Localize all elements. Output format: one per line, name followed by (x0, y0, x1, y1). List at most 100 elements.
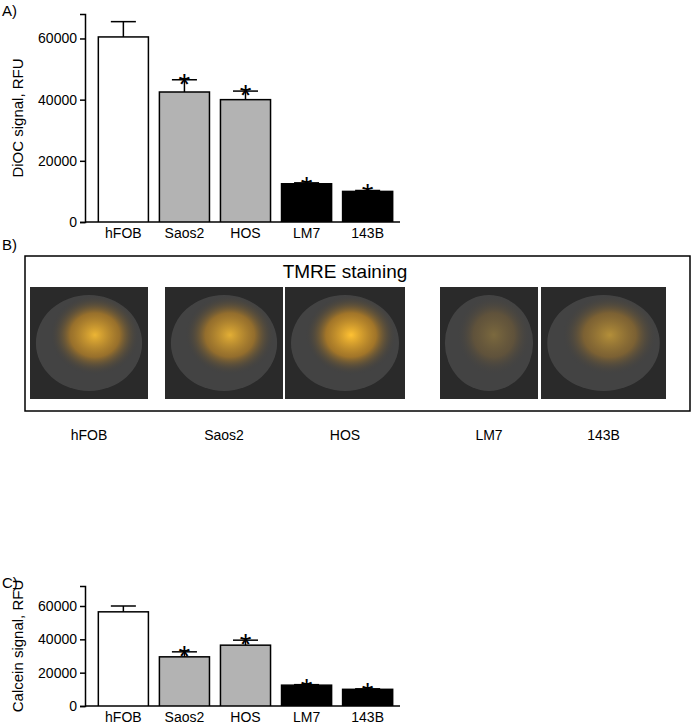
error-bar (111, 22, 136, 37)
tick-mark (80, 222, 85, 224)
tick: hFOB (105, 709, 142, 725)
tick: LM7 (293, 709, 320, 725)
tick-label: hFOB (105, 225, 142, 241)
tick-mark (80, 706, 85, 708)
significance-marker: * (362, 177, 374, 210)
cell-body (36, 295, 142, 391)
tick-label: Saos2 (165, 225, 205, 241)
tick-label: LM7 (293, 225, 320, 241)
significance-marker: * (179, 67, 191, 100)
figure: A) 0 20000 40000 60000 hFOB Saos2 HOS LM7 143B DiO… (0, 0, 693, 728)
tick-mark (80, 161, 85, 163)
error-bar (111, 606, 136, 612)
tick-label: 60000 (38, 598, 77, 614)
mitochondria-signal (50, 295, 140, 375)
image-background (440, 287, 538, 399)
significance-marker: * (240, 78, 252, 111)
mitochondria-signal (457, 295, 531, 375)
bar (98, 612, 148, 706)
tick: hFOB (105, 225, 142, 241)
tick: 0 (69, 698, 85, 714)
mitochondria-signal (185, 295, 275, 375)
cell-image (541, 287, 666, 399)
tick-label: 40000 (38, 92, 77, 108)
tick-mark (80, 99, 85, 101)
tick-label: 0 (69, 698, 77, 714)
image-background (541, 287, 666, 399)
tick: 60000 (38, 598, 85, 614)
plot-area (98, 22, 392, 222)
image-label: HOS (330, 427, 360, 443)
error-stem (123, 606, 125, 612)
error-stem (123, 22, 125, 37)
image-background (285, 287, 405, 399)
cell-image (285, 287, 405, 399)
tick: 40000 (38, 92, 85, 108)
cell-image (165, 287, 283, 399)
bar (220, 100, 270, 222)
y-axis: 0 20000 40000 60000 (38, 15, 85, 230)
tick: 143B (351, 709, 384, 725)
image-panel: B) TMRE staining hFOB Saos2 HOS LM7 143B (2, 236, 690, 443)
image-label: Saos2 (204, 427, 244, 443)
axis-line (80, 587, 86, 707)
tick-label: HOS (230, 225, 260, 241)
panel-label: B) (2, 236, 17, 253)
axis-title: DiOC signal, RFU (9, 58, 26, 177)
tick-mark (80, 38, 85, 40)
tick: HOS (230, 225, 260, 241)
tick: 40000 (38, 631, 85, 647)
image-label: LM7 (475, 427, 502, 443)
error-cap (111, 605, 136, 607)
x-axis: hFOB Saos2 HOS LM7 143B (85, 222, 400, 241)
tick: 60000 (38, 30, 85, 46)
cell-image (30, 287, 148, 399)
mitochondria-signal (562, 295, 657, 375)
tick-label: 143B (351, 225, 384, 241)
error-cap (111, 21, 136, 23)
tick: 20000 (38, 153, 85, 169)
tick-label: 40000 (38, 631, 77, 647)
y-axis: 0 20000 40000 60000 (38, 587, 85, 714)
image-background (165, 287, 283, 399)
significance-marker: * (179, 639, 191, 672)
image-label: 143B (587, 427, 620, 443)
bar-chart: A) 0 20000 40000 60000 hFOB Saos2 HOS LM7 143B DiO… (2, 2, 400, 241)
significance-marker: * (301, 170, 313, 203)
cell-body (445, 295, 533, 391)
cell-body (291, 295, 399, 391)
x-axis: hFOB Saos2 HOS LM7 143B (85, 706, 400, 725)
tick: LM7 (293, 225, 320, 241)
image-background (30, 287, 148, 399)
tick-mark (80, 606, 85, 608)
plot-area (98, 606, 392, 706)
tick-label: 20000 (38, 665, 77, 681)
tick-label: HOS (230, 709, 260, 725)
significance-marker: * (240, 627, 252, 660)
cell-body (547, 295, 660, 391)
bar (159, 92, 209, 222)
tick-label: 0 (69, 214, 77, 230)
tick-label: LM7 (293, 709, 320, 725)
panel-label: A) (2, 2, 17, 19)
tick-label: hFOB (105, 709, 142, 725)
panel-frame (25, 256, 690, 411)
tick-mark (80, 639, 85, 641)
panel-title: TMRE staining (283, 261, 408, 282)
tick: Saos2 (165, 709, 205, 725)
mitochondria-signal (305, 295, 396, 375)
cell-body (171, 295, 277, 391)
significance-marker: * (362, 676, 374, 709)
tick: Saos2 (165, 225, 205, 241)
image-label: hFOB (71, 427, 108, 443)
tick-label: 60000 (38, 30, 77, 46)
axis-line (80, 15, 86, 223)
tick: 0 (69, 214, 85, 230)
bar (98, 37, 148, 222)
tick: 20000 (38, 665, 85, 681)
tick-label: 143B (351, 709, 384, 725)
bar-chart: C)0200004000060000hFOBSaos2HOSLM7143BCal… (2, 574, 400, 725)
cell-image (440, 287, 538, 399)
tick-mark (80, 672, 85, 674)
tick: 143B (351, 225, 384, 241)
